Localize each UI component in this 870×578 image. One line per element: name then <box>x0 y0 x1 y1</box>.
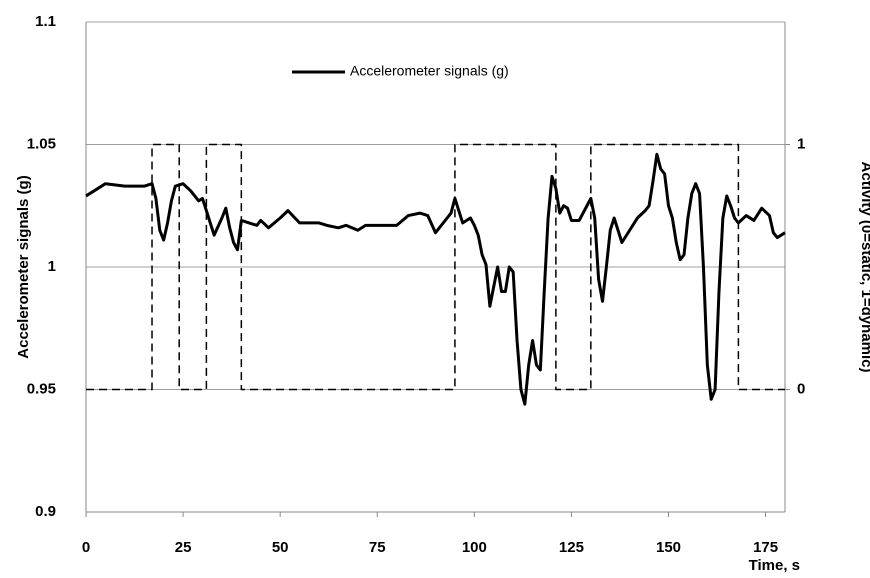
x-tick-label: 175 <box>753 539 778 556</box>
y-tick-label: 0.95 <box>27 380 56 397</box>
y2-tick-label: 0 <box>797 380 805 397</box>
x-tick-label: 125 <box>559 539 584 556</box>
series-line <box>85 152 786 406</box>
x-tick-label: 100 <box>462 539 487 556</box>
x-tick-label: 25 <box>175 539 192 556</box>
y-tick-label: 1 <box>48 258 56 275</box>
x-tick-label: 50 <box>272 539 289 556</box>
x-axis-label: Time, s <box>749 557 800 574</box>
y-tick-label: 1.1 <box>35 13 56 30</box>
x-tick-label: 150 <box>656 539 681 556</box>
y2-axis-label: Activity (0=static, 1=dynamic) <box>858 162 870 373</box>
x-tick-label: 75 <box>369 539 386 556</box>
y2-tick-label: 1 <box>797 135 805 152</box>
y-tick-label: 1.05 <box>27 135 56 152</box>
legend-label: Accelerometer signals (g) <box>350 63 509 79</box>
y-axis-label: Accelerometer signals (g) <box>15 175 32 358</box>
x-tick-label: 0 <box>82 539 90 556</box>
y-tick-label: 0.9 <box>35 503 56 520</box>
series-line <box>86 143 785 391</box>
